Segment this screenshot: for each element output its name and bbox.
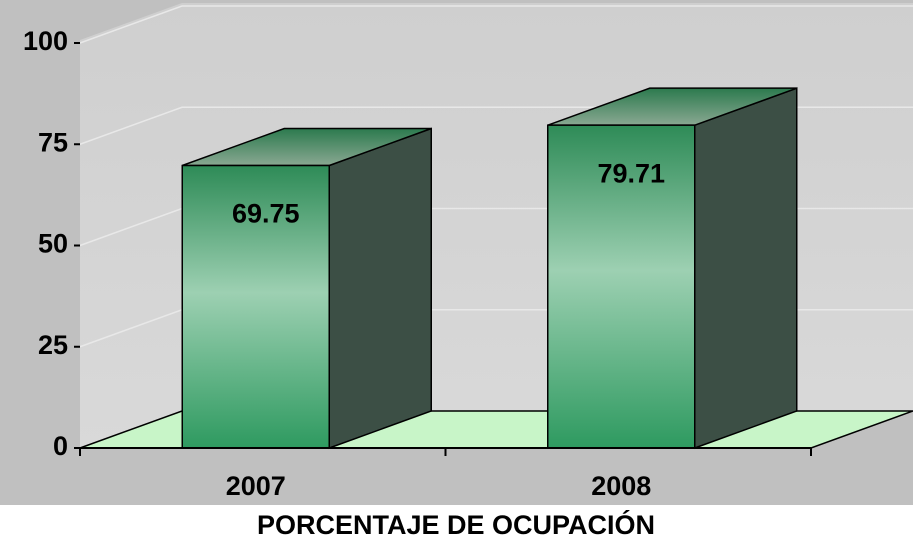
y-tick-label: 50	[38, 229, 68, 259]
y-tick-label: 100	[23, 26, 68, 56]
x-tick-label: 2007	[226, 471, 286, 501]
data-label: 69.75	[232, 199, 300, 229]
y-tick-label: 0	[53, 431, 68, 461]
bar-side	[328, 127, 432, 450]
bar-side	[694, 87, 798, 450]
bar	[181, 127, 432, 450]
chart-title: PORCENTAJE DE OCUPACIÓN	[257, 509, 655, 540]
data-label: 79.71	[597, 158, 665, 188]
grid-line	[79, 5, 913, 44]
bars	[181, 87, 798, 450]
y-tick-label: 25	[38, 330, 68, 360]
x-tick-label: 2008	[591, 471, 651, 501]
y-tick-label: 75	[38, 127, 68, 157]
bar-front	[181, 164, 330, 449]
bar	[547, 87, 798, 450]
